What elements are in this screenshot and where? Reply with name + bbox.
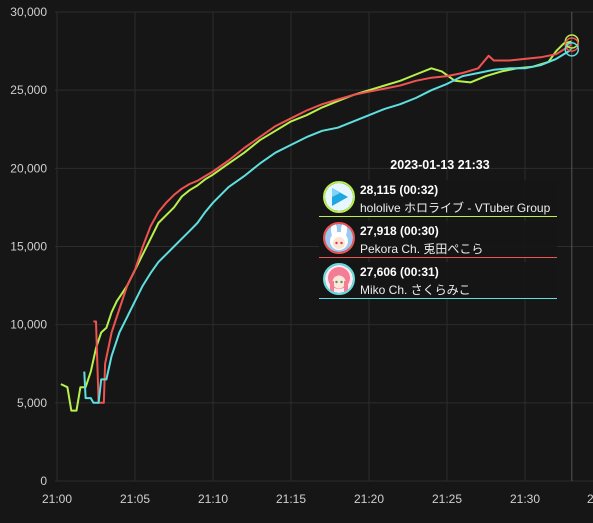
series-line-2 (83, 48, 573, 404)
rabbit-girl-avatar-icon (323, 222, 355, 254)
x-tick-label: 21:05 (120, 492, 150, 506)
end-marker-2 (564, 42, 580, 57)
tooltip-entry-miko: 27,606 (00:31) Miko Ch. さくらみこ (319, 262, 557, 299)
y-tick-label: 30,000 (10, 5, 47, 19)
series-line-1 (93, 43, 573, 404)
tooltip-duration: (00:32) (399, 183, 439, 197)
tooltip-entry-hololive: 28,115 (00:32) hololive ホロライブ - VTuber G… (319, 180, 557, 217)
x-tick-label: 21:15 (276, 492, 306, 506)
x-tick-label: 21:00 (42, 492, 72, 506)
tooltip-value: 27,918 (360, 224, 397, 238)
x-tick-label: 21:10 (198, 492, 228, 506)
tooltip-entry-pekora: 27,918 (00:30) Pekora Ch. 兎田ぺこら (319, 221, 557, 258)
tooltip-channel-name: hololive ホロライブ - VTuber Group (360, 201, 551, 215)
tooltip-channel-name: Miko Ch. さくらみこ (360, 283, 471, 297)
tooltip-value: 27,606 (360, 265, 397, 279)
end-markers (564, 34, 580, 57)
x-tick-label: 21:30 (510, 492, 540, 506)
series-line-0 (60, 40, 573, 412)
axes: 0 5,000 10,000 15,000 20,000 25,000 30,000 21:0… (10, 5, 593, 506)
y-tick-label: 15,000 (10, 240, 47, 254)
y-tick-label: 0 (40, 474, 47, 488)
tooltip-duration: (00:31) (400, 265, 439, 279)
y-tick-label: 10,000 (10, 318, 47, 332)
tooltip-channel-name: Pekora Ch. 兎田ぺこら (360, 242, 484, 256)
x-tick-label: 21:20 (354, 492, 384, 506)
play-logo-icon (323, 181, 355, 213)
x-tick-label: 21:25 (432, 492, 462, 506)
x-tick-label: 2 (587, 492, 593, 506)
series-layer (60, 40, 573, 412)
tooltip-title: 2023-01-13 21:33 (390, 158, 490, 172)
end-marker-1 (564, 37, 580, 52)
tooltip-duration: (00:30) (400, 224, 439, 238)
y-tick-label: 5,000 (17, 396, 47, 410)
y-tick-label: 20,000 (10, 161, 47, 175)
tooltip-value: 28,115 (360, 183, 397, 197)
y-tick-label: 25,000 (10, 83, 47, 97)
tooltip: 2023-01-13 21:33 28,115 (00:32) hololive… (319, 158, 557, 303)
pink-hair-girl-avatar-icon (323, 263, 355, 295)
